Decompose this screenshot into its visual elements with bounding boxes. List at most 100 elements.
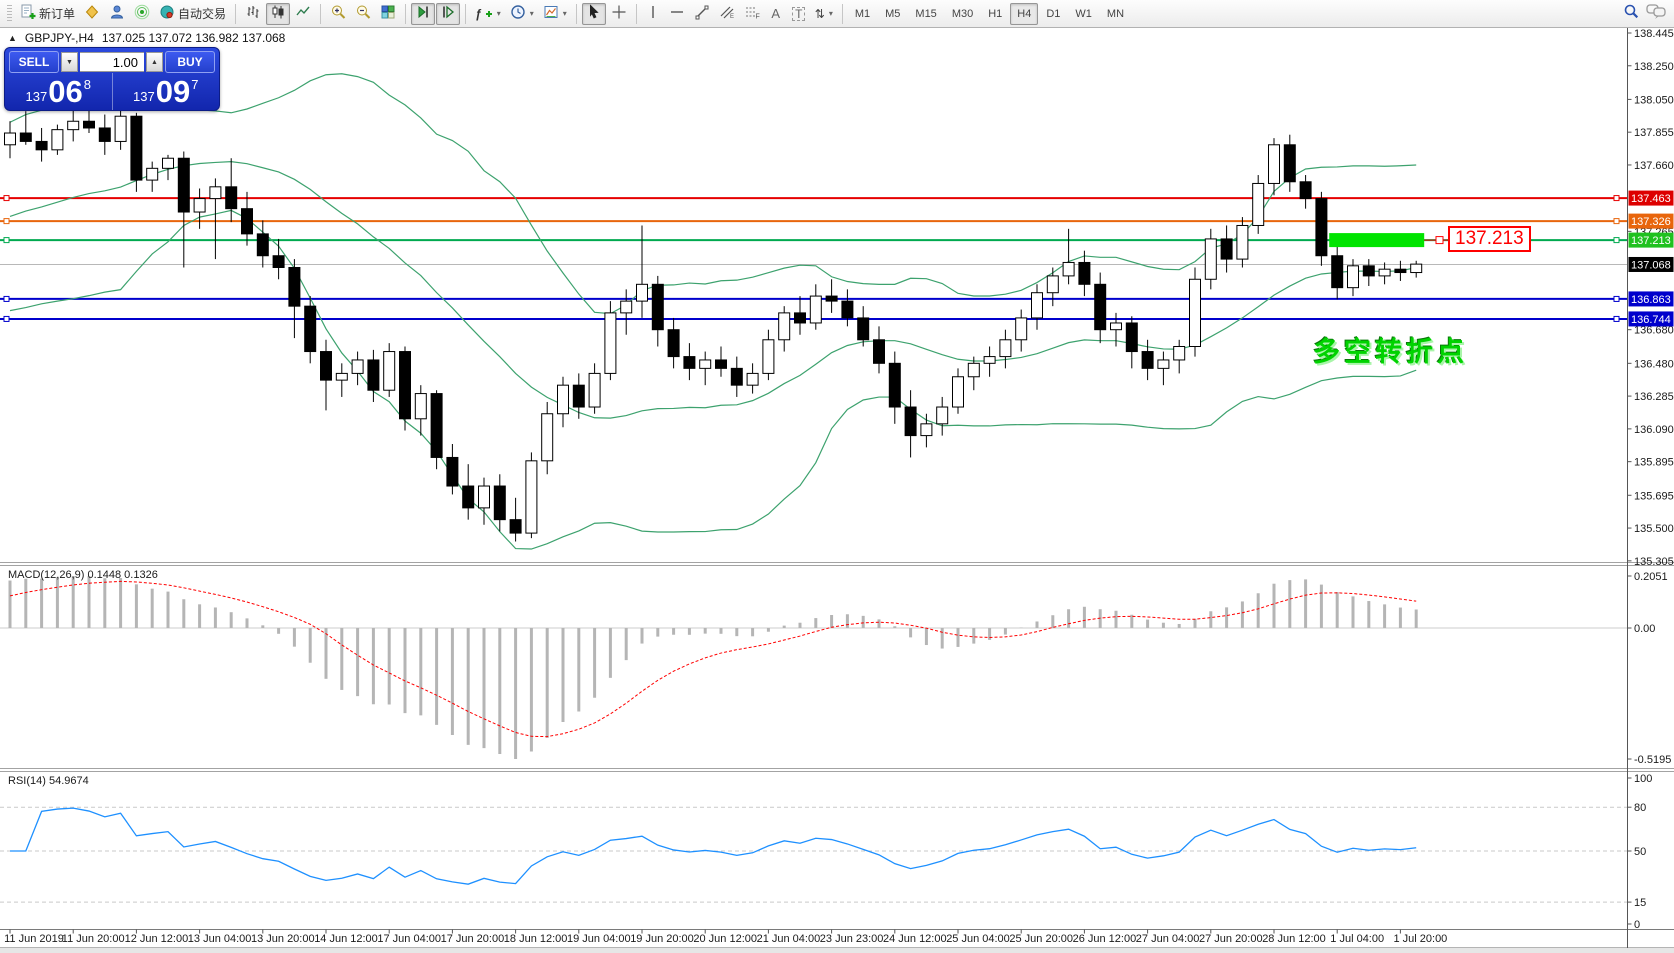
bear-candle [177, 157, 190, 213]
crosshair-button[interactable] [607, 3, 631, 25]
search-icon[interactable] [1623, 3, 1640, 25]
timeframe-MN[interactable]: MN [1106, 7, 1125, 20]
bear-candle [367, 359, 380, 391]
svg-text:100: 100 [1634, 773, 1652, 785]
auto-scroll-button[interactable] [411, 2, 436, 25]
bull-candle [1046, 275, 1059, 294]
collapse-arrow-icon[interactable]: ▲ [8, 33, 17, 43]
volume-input[interactable]: 1.00 [80, 52, 144, 72]
bull-candle [525, 460, 538, 534]
svg-text:80: 80 [1634, 802, 1646, 814]
chart-line-icon [295, 4, 311, 23]
price-callout-label[interactable]: 137.213 [1448, 226, 1531, 252]
buy-price[interactable]: 137 09 7 [113, 73, 220, 110]
svg-text:137.660: 137.660 [1634, 160, 1674, 172]
tile-windows-button[interactable] [376, 3, 400, 25]
channel-tool-button[interactable]: E [715, 3, 739, 25]
chart-candles-button[interactable] [266, 2, 291, 25]
templates-button[interactable]: ▾ [539, 3, 571, 25]
text-tool-button[interactable]: A [765, 3, 787, 25]
timeframe-M5[interactable]: M5 [885, 7, 901, 20]
svg-text:-0.5195: -0.5195 [1634, 754, 1671, 766]
trendline-icon [694, 4, 710, 23]
timeframe-W1[interactable]: W1 [1075, 7, 1092, 20]
volume-increase-button[interactable]: ▲ [146, 52, 163, 72]
toolbar-grip[interactable] [7, 4, 12, 23]
timeframe-H4[interactable]: H4 [1010, 2, 1039, 25]
bear-candle [399, 351, 411, 420]
sell-price[interactable]: 137 06 8 [5, 73, 113, 110]
bear-candle [730, 367, 743, 386]
svg-text:28 Jun 12:00: 28 Jun 12:00 [1262, 933, 1326, 945]
macd-pane: 0.2051 0.00 -0.5195 [0, 571, 1671, 766]
chart-line-button[interactable] [291, 3, 315, 25]
trendline-tool-button[interactable] [690, 3, 714, 25]
horizontal-line-tool-button[interactable] [665, 3, 689, 25]
svg-text:19 Jun 04:00: 19 Jun 04:00 [567, 933, 631, 945]
chat-icon[interactable] [1646, 3, 1666, 24]
bear-candle [320, 351, 332, 381]
timeframe-M30[interactable]: M30 [951, 7, 974, 20]
metaeditor-button[interactable] [80, 3, 104, 25]
horizontal-line-icon [669, 4, 685, 23]
profile-button[interactable] [105, 3, 129, 25]
bull-candle [1189, 278, 1201, 348]
sell-button[interactable]: SELL [9, 51, 59, 73]
vertical-line-tool-button[interactable] [642, 3, 664, 25]
bull-candle [335, 372, 348, 381]
symbol-title: GBPJPY-,H4 [24, 31, 94, 45]
bull-candle [699, 359, 712, 369]
annotation-note-text[interactable]: 多空转折点 [1313, 337, 1468, 367]
svg-text:20 Jun 12:00: 20 Jun 12:00 [693, 933, 757, 945]
bear-candle [572, 384, 585, 408]
svg-text:13 Jun 04:00: 13 Jun 04:00 [188, 933, 252, 945]
sell-price-big: 06 [48, 74, 83, 109]
template-icon [543, 4, 559, 23]
svg-text:11 Jun 2019: 11 Jun 2019 [4, 933, 64, 945]
chart-shift-icon [440, 4, 456, 23]
bear-candle [256, 233, 269, 257]
zoom-in-button[interactable] [326, 3, 350, 25]
text-icon: A [771, 6, 781, 21]
bear-candle [667, 329, 680, 358]
ohlc-values: 137.025 137.072 136.982 137.068 [101, 31, 286, 45]
chart-bars-button[interactable] [241, 3, 265, 25]
signal-button[interactable] [130, 3, 154, 25]
timeframe-M15[interactable]: M15 [915, 7, 937, 20]
timeframe-D1[interactable]: D1 [1046, 7, 1061, 20]
svg-text:138.050: 138.050 [1634, 94, 1674, 106]
bull-candle [1347, 265, 1359, 289]
text-label-tool-button[interactable]: T [788, 3, 810, 25]
timeframe-M1[interactable]: M1 [854, 7, 871, 20]
macd-label: MACD(12,26,9) 0.1448 0.1326 [8, 569, 158, 581]
rsi-pane: 100 80 50 15 0 [0, 773, 1652, 931]
fibonacci-tool-button[interactable]: F [740, 3, 764, 25]
bull-candle [1268, 144, 1280, 184]
bollinger-upper [9, 73, 1417, 315]
bull-candle [1410, 263, 1423, 274]
bull-candle [162, 157, 174, 169]
svg-text:1 Jul 04:00: 1 Jul 04:00 [1330, 933, 1384, 945]
bull-candle [636, 283, 648, 302]
timeframe-H1[interactable]: H1 [988, 7, 1003, 20]
new-order-button[interactable]: 新订单 [16, 3, 79, 25]
arrows-tool-button[interactable]: ⇅ ▾ [811, 3, 837, 25]
bull-candle [1157, 359, 1170, 369]
equidistant-channel-icon: E [719, 4, 735, 23]
svg-text:136.863: 136.863 [1631, 294, 1671, 306]
highlight-annotation[interactable] [1329, 233, 1448, 248]
svg-text:136.480: 136.480 [1634, 358, 1674, 370]
toolbar-separator [235, 3, 237, 24]
volume-decrease-button[interactable]: ▼ [61, 52, 78, 72]
periods-button[interactable]: ▾ [506, 3, 538, 25]
bear-candle [1125, 322, 1138, 353]
zoom-out-button[interactable] [351, 3, 375, 25]
autotrade-button[interactable]: 自动交易 [155, 3, 230, 25]
indicators-button[interactable]: ƒ ▾ [471, 3, 505, 25]
quote-header: ▲ GBPJPY-,H4 137.025 137.072 136.982 137… [8, 31, 285, 45]
chart-shift-button[interactable] [436, 2, 461, 25]
buy-button[interactable]: BUY [165, 51, 215, 73]
cursor-button[interactable] [581, 2, 606, 25]
svg-text:137.068: 137.068 [1631, 259, 1671, 271]
